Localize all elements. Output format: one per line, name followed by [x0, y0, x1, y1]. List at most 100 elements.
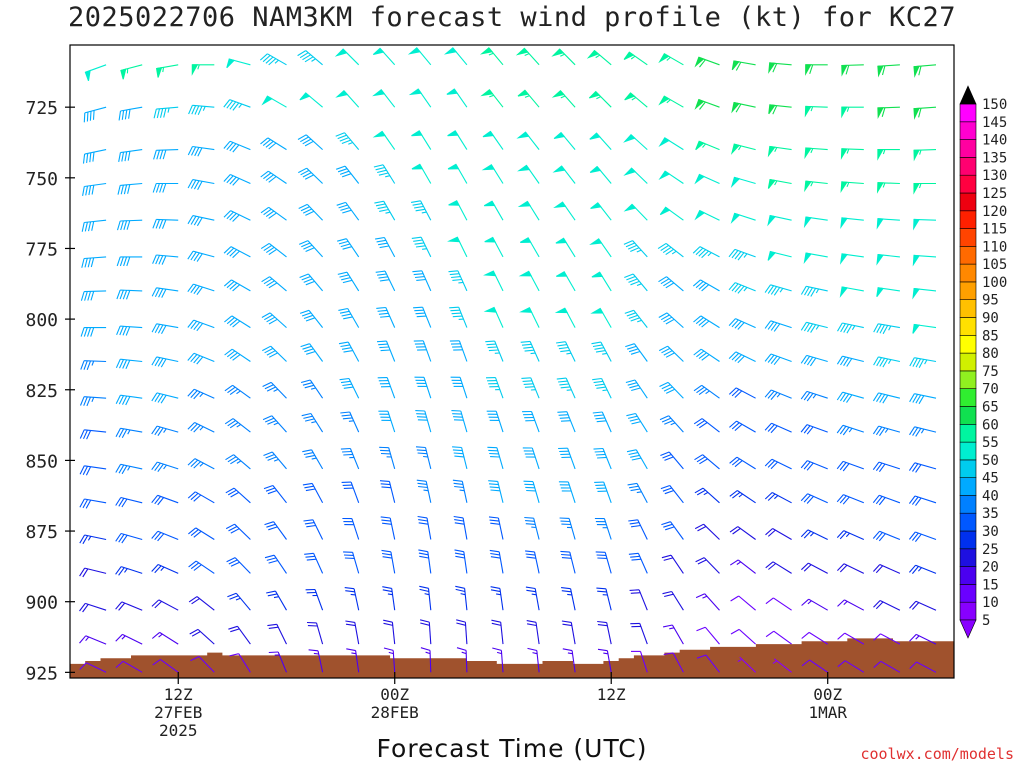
barb-staff	[703, 523, 720, 540]
barb-full	[193, 564, 202, 571]
barb-full	[297, 134, 307, 140]
wind-barb	[696, 626, 720, 645]
barb-full	[657, 242, 667, 250]
barb-staff	[427, 551, 432, 574]
wind-barb	[82, 182, 107, 196]
colorbar-cell	[959, 352, 977, 372]
barb-full	[268, 212, 277, 219]
barb-half	[524, 53, 530, 57]
barb-flag	[589, 132, 601, 140]
barb-full	[846, 394, 853, 403]
wind-barb	[591, 271, 612, 292]
barb-flag	[482, 130, 495, 138]
wind-barb	[837, 660, 865, 673]
barb-staff	[772, 561, 792, 574]
barb-full	[267, 420, 277, 425]
barb-staff	[460, 410, 468, 433]
barb-full	[266, 350, 276, 356]
wind-barb	[376, 340, 396, 362]
barb-staff	[120, 394, 143, 399]
wind-barb	[340, 447, 360, 470]
barb-full	[837, 660, 846, 668]
wind-barb	[525, 550, 540, 574]
barb-full	[767, 354, 775, 363]
barb-staff	[345, 238, 360, 258]
barb-full	[455, 555, 465, 559]
wind-barb	[909, 426, 937, 437]
barb-flag	[372, 47, 385, 56]
barb-full	[625, 343, 635, 348]
barb-staff	[806, 424, 828, 433]
wind-barb	[187, 283, 215, 296]
barb-half	[810, 106, 814, 112]
barb-staff	[879, 600, 901, 611]
barb-flag	[479, 47, 494, 55]
barb-full	[268, 626, 279, 629]
barb-full	[229, 143, 237, 152]
barb-full	[229, 422, 239, 429]
wind-barb	[589, 165, 612, 184]
barb-full	[118, 567, 125, 576]
barb-full	[229, 213, 237, 221]
barb-staff	[499, 588, 504, 611]
barb-staff	[495, 411, 504, 433]
barb-full	[158, 288, 164, 298]
barb-full	[623, 240, 633, 245]
barb-staff	[315, 622, 324, 645]
barb-staff	[421, 270, 432, 292]
wind-barb	[419, 619, 432, 645]
wind-barb	[800, 354, 828, 367]
barb-full	[488, 516, 499, 519]
barb-staff	[498, 551, 504, 574]
barb-full	[660, 278, 670, 285]
barb-staff	[634, 379, 648, 399]
barb-full	[304, 522, 315, 525]
barb-full	[232, 284, 241, 292]
barb-full	[695, 557, 705, 563]
barb-full	[342, 417, 353, 420]
barb-full	[765, 561, 774, 569]
barb-full	[92, 110, 95, 120]
barb-full	[696, 489, 706, 496]
barb-half	[163, 428, 167, 433]
barb-full	[915, 497, 922, 506]
barb-full	[122, 359, 128, 369]
wind-barb	[263, 484, 287, 504]
wind-barb	[452, 479, 468, 503]
barb-full	[306, 350, 316, 355]
barb-staff	[230, 173, 251, 185]
barb-half	[810, 532, 815, 537]
wind-barb	[79, 567, 107, 578]
barb-full	[343, 316, 353, 320]
barb-staff	[122, 633, 143, 645]
barb-flag	[730, 176, 741, 188]
wind-barb	[628, 552, 648, 574]
barb-full	[418, 519, 428, 522]
barb-full	[267, 623, 277, 627]
wind-barb	[765, 630, 792, 645]
barb-full	[305, 247, 315, 253]
barb-full	[662, 624, 673, 628]
barb-flag	[520, 237, 532, 243]
wind-barb	[764, 458, 792, 470]
barb-half	[422, 248, 427, 250]
barb-flag	[803, 216, 812, 229]
barb-full	[83, 112, 86, 123]
barb-full	[82, 429, 88, 440]
barb-half	[774, 180, 778, 186]
barb-full	[343, 453, 353, 456]
barb-half	[567, 593, 572, 596]
barb-staff	[385, 307, 396, 328]
barb-full	[268, 526, 278, 531]
barb-full	[265, 453, 275, 459]
barb-full	[525, 523, 536, 525]
barb-full	[342, 450, 352, 453]
barb-full	[187, 458, 196, 466]
barb-full	[87, 291, 92, 301]
barb-full	[266, 557, 277, 561]
barb-full	[160, 394, 167, 404]
barb-full	[155, 219, 161, 229]
barb-full	[626, 412, 636, 417]
barb-full	[83, 327, 88, 337]
barb-staff	[386, 377, 396, 399]
